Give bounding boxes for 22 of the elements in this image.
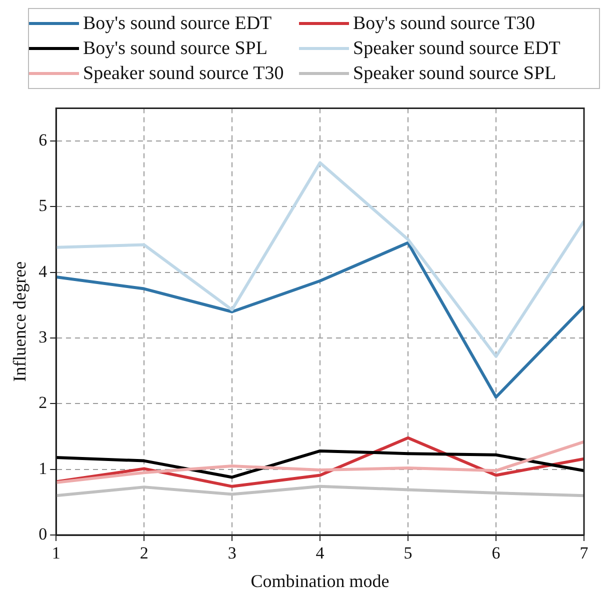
x-tick-label: 7 xyxy=(580,544,589,563)
legend-label: Speaker sound source T30 xyxy=(83,62,284,84)
y-tick-label: 0 xyxy=(38,524,48,544)
x-tick-label: 1 xyxy=(52,544,60,563)
x-tick-label: 3 xyxy=(228,544,236,563)
x-tick-label: 2 xyxy=(140,544,148,563)
x-tick-label: 6 xyxy=(492,544,500,563)
y-tick-label: 2 xyxy=(38,393,48,412)
x-tick-label: 4 xyxy=(316,544,325,563)
legend-label: Boy's sound source SPL xyxy=(83,38,268,60)
legend-label: Speaker sound source EDT xyxy=(353,38,560,60)
y-tick-label: 1 xyxy=(38,458,48,478)
x-axis-title: Combination mode xyxy=(250,570,390,591)
y-tick-label: 3 xyxy=(38,327,48,346)
x-tick-label: 5 xyxy=(404,544,412,563)
y-tick-label: 5 xyxy=(38,196,48,216)
y-axis-title: Influence degree xyxy=(10,261,30,382)
legend-label: Boy's sound source EDT xyxy=(83,12,272,34)
legend-label: Boy's sound source T30 xyxy=(353,12,535,34)
y-tick-label: 4 xyxy=(38,262,48,281)
y-tick-label: 6 xyxy=(38,130,48,150)
legend-label: Speaker sound source SPL xyxy=(353,62,556,84)
